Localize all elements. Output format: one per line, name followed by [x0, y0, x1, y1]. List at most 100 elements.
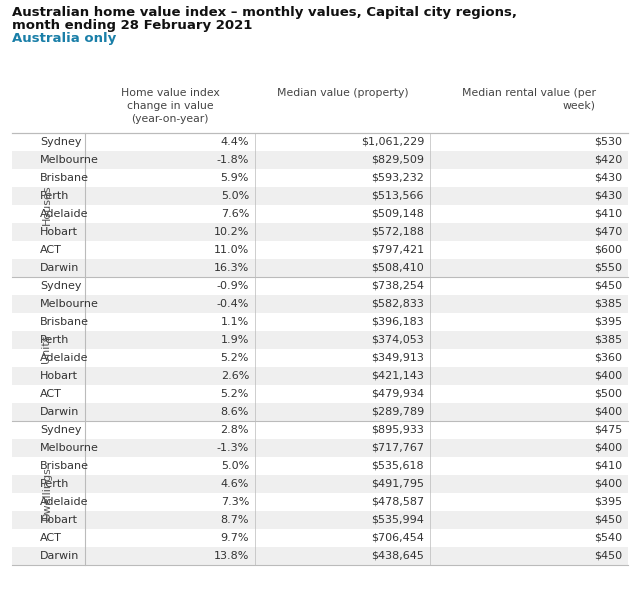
Text: month ending 28 February 2021: month ending 28 February 2021	[12, 19, 252, 32]
Text: Median value (property): Median value (property)	[276, 88, 408, 98]
Text: $513,566: $513,566	[371, 191, 424, 201]
Text: $374,053: $374,053	[371, 335, 424, 345]
Bar	[12, 529, 628, 547]
Text: $797,421: $797,421	[371, 245, 424, 255]
Bar	[12, 295, 628, 313]
Text: Sydney: Sydney	[40, 281, 81, 291]
Text: $509,148: $509,148	[371, 209, 424, 219]
Text: 2.6%: 2.6%	[221, 371, 249, 381]
Text: $438,645: $438,645	[371, 551, 424, 561]
Text: Hobart: Hobart	[40, 227, 78, 237]
Text: 1.1%: 1.1%	[221, 317, 249, 327]
Text: $400: $400	[594, 443, 622, 453]
Text: $349,913: $349,913	[371, 353, 424, 363]
Bar	[12, 259, 628, 277]
Text: Hobart: Hobart	[40, 371, 78, 381]
Bar	[12, 403, 628, 421]
Text: $717,767: $717,767	[371, 443, 424, 453]
Text: Adelaide: Adelaide	[40, 353, 88, 363]
Text: $475: $475	[594, 425, 622, 435]
Text: $410: $410	[594, 209, 622, 219]
Text: Australian home value index – monthly values, Capital city regions,: Australian home value index – monthly va…	[12, 6, 517, 19]
Text: $400: $400	[594, 371, 622, 381]
Text: 1.9%: 1.9%	[221, 335, 249, 345]
Bar	[12, 349, 628, 367]
Text: ACT: ACT	[40, 389, 62, 399]
Bar	[12, 457, 628, 475]
Text: $530: $530	[594, 137, 622, 147]
Bar	[12, 205, 628, 223]
Text: $895,933: $895,933	[371, 425, 424, 435]
Text: Darwin: Darwin	[40, 263, 79, 273]
Text: $385: $385	[594, 335, 622, 345]
Text: $395: $395	[594, 317, 622, 327]
Text: $1,061,229: $1,061,229	[360, 137, 424, 147]
Text: Melbourne: Melbourne	[40, 299, 99, 309]
Text: $400: $400	[594, 407, 622, 417]
Text: $706,454: $706,454	[371, 533, 424, 543]
Text: $385: $385	[594, 299, 622, 309]
Text: 8.6%: 8.6%	[221, 407, 249, 417]
Text: $535,994: $535,994	[371, 515, 424, 525]
Text: $540: $540	[594, 533, 622, 543]
Text: $395: $395	[594, 497, 622, 507]
Text: Sydney: Sydney	[40, 137, 81, 147]
Text: Australia only: Australia only	[12, 32, 116, 45]
Text: $478,587: $478,587	[371, 497, 424, 507]
Text: 5.2%: 5.2%	[221, 353, 249, 363]
Bar	[12, 331, 628, 349]
Bar	[12, 511, 628, 529]
Text: $479,934: $479,934	[371, 389, 424, 399]
Bar	[12, 223, 628, 241]
Text: 5.0%: 5.0%	[221, 461, 249, 471]
Bar	[12, 493, 628, 511]
Text: $829,509: $829,509	[371, 155, 424, 165]
Bar	[12, 547, 628, 565]
Text: -1.8%: -1.8%	[216, 155, 249, 165]
Text: 11.0%: 11.0%	[214, 245, 249, 255]
Text: 7.3%: 7.3%	[221, 497, 249, 507]
Text: 4.6%: 4.6%	[221, 479, 249, 489]
Text: $508,410: $508,410	[371, 263, 424, 273]
Text: $450: $450	[594, 551, 622, 561]
Text: Adelaide: Adelaide	[40, 209, 88, 219]
Text: -0.9%: -0.9%	[216, 281, 249, 291]
Text: -0.4%: -0.4%	[216, 299, 249, 309]
Text: Home value index
change in value
(year-on-year): Home value index change in value (year-o…	[120, 88, 220, 124]
Text: $430: $430	[594, 173, 622, 183]
Bar	[12, 421, 628, 439]
Text: $582,833: $582,833	[371, 299, 424, 309]
Bar	[12, 475, 628, 493]
Bar	[12, 385, 628, 403]
Text: Melbourne: Melbourne	[40, 155, 99, 165]
Text: $450: $450	[594, 281, 622, 291]
Bar	[12, 133, 628, 151]
Text: $491,795: $491,795	[371, 479, 424, 489]
Text: Dwellings: Dwellings	[42, 466, 51, 520]
Text: $550: $550	[594, 263, 622, 273]
Text: Hobart: Hobart	[40, 515, 78, 525]
Text: $738,254: $738,254	[371, 281, 424, 291]
Text: 5.0%: 5.0%	[221, 191, 249, 201]
Text: 5.9%: 5.9%	[221, 173, 249, 183]
Text: Perth: Perth	[40, 479, 69, 489]
Text: Brisbane: Brisbane	[40, 461, 89, 471]
Text: 8.7%: 8.7%	[221, 515, 249, 525]
Bar	[12, 151, 628, 169]
Text: $420: $420	[594, 155, 622, 165]
Text: $572,188: $572,188	[371, 227, 424, 237]
Text: 4.4%: 4.4%	[221, 137, 249, 147]
Text: Median rental value (per
week): Median rental value (per week)	[462, 88, 596, 111]
Text: $430: $430	[594, 191, 622, 201]
Text: $410: $410	[594, 461, 622, 471]
Text: 10.2%: 10.2%	[214, 227, 249, 237]
Text: Brisbane: Brisbane	[40, 317, 89, 327]
Text: Units: Units	[42, 335, 51, 364]
Text: $360: $360	[594, 353, 622, 363]
Text: $289,789: $289,789	[371, 407, 424, 417]
Text: 13.8%: 13.8%	[214, 551, 249, 561]
Text: 2.8%: 2.8%	[221, 425, 249, 435]
Bar	[12, 367, 628, 385]
Text: $421,143: $421,143	[371, 371, 424, 381]
Text: Brisbane: Brisbane	[40, 173, 89, 183]
